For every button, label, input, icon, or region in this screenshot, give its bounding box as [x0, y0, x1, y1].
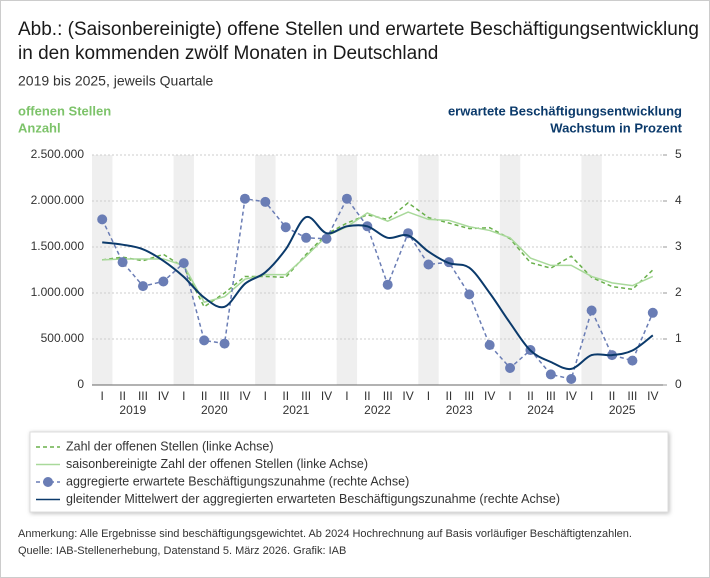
x-tick-label: IV [158, 389, 169, 403]
year-label: 2025 [609, 403, 636, 417]
marker [464, 289, 475, 300]
marker [586, 305, 597, 316]
y-axis-unit: Anzahl [18, 120, 61, 135]
y-tick-label: 500.000 [41, 331, 85, 345]
x-tick-label: III [220, 389, 230, 403]
x-tick-label: II [446, 389, 453, 403]
marker [199, 335, 210, 346]
legend-label: Zahl der offenen Stellen (linke Achse) [66, 439, 274, 453]
y-axis-title: offenen Stellen [18, 103, 111, 118]
marker [382, 279, 393, 290]
band [418, 155, 439, 385]
x-tick-label: III [627, 389, 637, 403]
legend-marker [43, 477, 53, 487]
band [255, 155, 276, 385]
band [336, 155, 358, 385]
y-tick-label: 2.000.000 [31, 193, 85, 207]
chart-title: Abb.: (Saisonbereinigte) offene Stellen … [18, 19, 699, 40]
marker [239, 193, 250, 204]
marker [341, 193, 352, 204]
marker [627, 355, 638, 366]
y2-tick-label: 4 [675, 193, 682, 207]
x-tick-label: III [301, 389, 311, 403]
x-tick-label: I [101, 389, 104, 403]
marker [117, 257, 128, 268]
legend-box [29, 431, 669, 513]
marker [484, 339, 495, 350]
series-line [102, 211, 654, 304]
marker [178, 258, 189, 269]
marker [647, 307, 658, 318]
x-tick-label: IV [647, 389, 658, 403]
band [173, 155, 194, 385]
chart-title-2: in den kommenden zwölf Monaten in Deutsc… [18, 43, 438, 64]
year-label: 2024 [527, 403, 554, 417]
year-label: 2023 [446, 403, 473, 417]
y-tick-label: 1.500.000 [31, 239, 85, 253]
y-tick-label: 2.500.000 [31, 147, 85, 161]
x-tick-label: II [527, 389, 534, 403]
y2-tick-label: 1 [675, 331, 682, 345]
marker [566, 374, 577, 385]
marker [301, 232, 312, 243]
y-tick-label: 1.000.000 [31, 285, 85, 299]
marker [219, 338, 230, 349]
series-line [101, 197, 654, 380]
x-tick-label: I [345, 389, 348, 403]
marker [505, 362, 516, 373]
marker [423, 259, 434, 270]
marker [545, 369, 556, 380]
marker [137, 281, 148, 292]
year-label: 2020 [201, 403, 228, 417]
y2-axis-title: erwartete Beschäftigungsentwicklung [448, 103, 682, 118]
x-tick-label: I [182, 389, 185, 403]
legend-label: aggregierte erwartete Beschäftigungszuna… [66, 474, 409, 488]
year-label: 2022 [364, 403, 391, 417]
y2-axis-unit: Wachstum in Prozent [550, 120, 682, 135]
subtitle: 2019 bis 2025, jeweils Quartale [18, 73, 214, 89]
x-tick-label: II [119, 389, 126, 403]
x-tick-label: III [138, 389, 148, 403]
y2-tick-label: 0 [675, 377, 682, 391]
x-tick-label: I [264, 389, 267, 403]
year-label: 2021 [283, 403, 310, 417]
x-tick-label: I [590, 389, 593, 403]
y2-tick-label: 2 [675, 285, 682, 299]
legend-label: gleitender Mittelwert der aggregierten e… [66, 492, 560, 506]
x-tick-label: I [508, 389, 511, 403]
source: Quelle: IAB-Stellenerhebung, Datenstand … [18, 545, 346, 557]
marker [280, 222, 291, 233]
year-label: 2019 [119, 403, 146, 417]
y-tick-label: 0 [77, 377, 84, 391]
x-tick-label: I [427, 389, 430, 403]
x-tick-label: II [282, 389, 289, 403]
legend-label: saisonbereinigte Zahl der offenen Stelle… [66, 457, 368, 471]
marker [321, 233, 332, 244]
marker [260, 196, 271, 207]
series-line [102, 215, 654, 371]
y2-tick-label: 3 [675, 239, 682, 253]
x-tick-label: IV [566, 389, 577, 403]
x-tick-label: II [364, 389, 371, 403]
band [499, 155, 521, 385]
y2-tick-label: 5 [675, 147, 682, 161]
x-tick-label: IV [402, 389, 413, 403]
note: Anmerkung: Alle Ergebnisse sind beschäft… [18, 528, 632, 540]
x-tick-label: III [546, 389, 556, 403]
x-tick-label: III [464, 389, 474, 403]
x-tick-label: II [201, 389, 208, 403]
x-tick-label: IV [321, 389, 332, 403]
x-tick-label: II [609, 389, 616, 403]
band [92, 155, 113, 385]
x-tick-label: IV [484, 389, 495, 403]
marker [97, 214, 108, 225]
x-tick-label: III [383, 389, 393, 403]
x-tick-label: IV [239, 389, 250, 403]
marker [158, 276, 169, 287]
